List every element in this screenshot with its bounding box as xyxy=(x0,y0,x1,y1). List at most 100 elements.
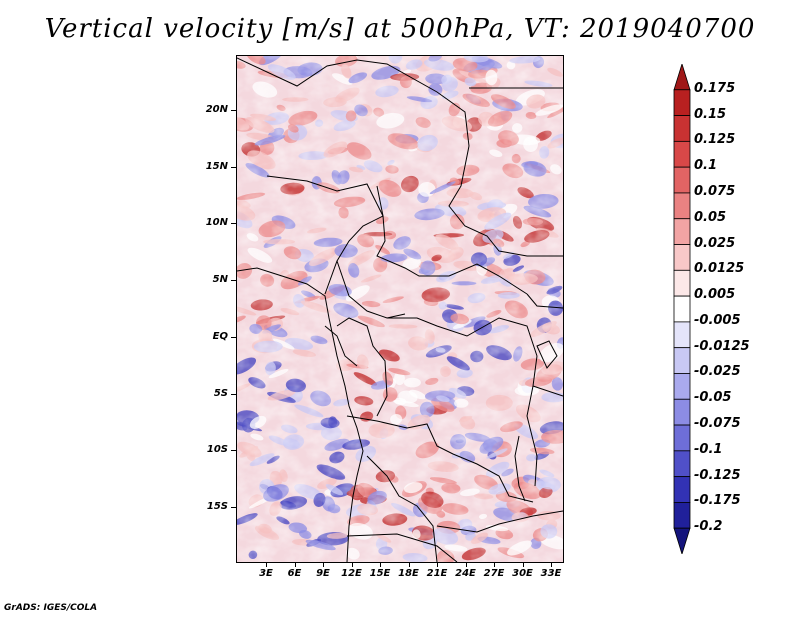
border-gabon xyxy=(324,325,358,367)
colorbar-label: -0.075 xyxy=(694,416,741,432)
velocity-field-map xyxy=(237,56,563,562)
colorbar-label: 0.125 xyxy=(694,132,736,148)
lon-label: 12E xyxy=(341,568,362,579)
lon-label: 18E xyxy=(398,568,419,579)
colorbar-cell xyxy=(673,502,691,529)
colorbar-cell xyxy=(673,450,691,478)
colorbar-cell xyxy=(673,321,691,349)
coastline-west xyxy=(237,267,364,562)
colorbar-cells xyxy=(673,64,691,554)
colorbar-label: 0.025 xyxy=(694,235,736,251)
colorbar-cell xyxy=(673,89,691,116)
colorbar-label: 0.15 xyxy=(694,106,727,122)
lon-tick xyxy=(323,563,324,567)
colorbar-label: -0.05 xyxy=(694,390,732,406)
colorbar-label: 0.005 xyxy=(694,287,736,303)
lat-tick xyxy=(231,223,236,225)
lon-tick xyxy=(294,563,296,567)
lon-tick xyxy=(266,563,267,567)
lon-label: 6E xyxy=(287,568,302,579)
colorbar-cell xyxy=(673,373,691,400)
lon-tick xyxy=(380,563,381,567)
lon-label: 21E xyxy=(426,568,448,579)
lat-label: 10N xyxy=(205,217,228,229)
lake-victoria xyxy=(536,340,558,369)
colorbar-label: 0.0125 xyxy=(694,261,745,277)
colorbar-cell xyxy=(673,398,691,426)
lat-label: 15S xyxy=(206,500,228,512)
lon-tick xyxy=(494,563,495,567)
lat-label: 15N xyxy=(205,160,228,172)
colorbar-label: 0.075 xyxy=(694,183,736,199)
lon-tick xyxy=(465,563,467,567)
colorbar-label: 0.1 xyxy=(694,158,718,174)
lon-label: 27E xyxy=(483,568,505,579)
lon-tick xyxy=(522,563,524,567)
colorbar-label: -0.025 xyxy=(694,364,741,380)
colorbar-cell xyxy=(673,244,691,271)
border-zambia xyxy=(436,510,563,533)
border-angola xyxy=(366,455,438,562)
border-drc-north xyxy=(387,317,538,357)
colorbar-label: -0.125 xyxy=(694,467,741,483)
colorbar-cell xyxy=(673,527,691,554)
country-borders xyxy=(237,57,563,562)
lon-label: 33E xyxy=(540,568,562,579)
colorbar-label: -0.175 xyxy=(694,493,741,509)
field-texture xyxy=(237,56,563,562)
lon-tick xyxy=(437,563,438,567)
border-chad xyxy=(376,185,528,295)
lat-label: EQ xyxy=(212,330,228,342)
lat-tick xyxy=(231,450,236,452)
colorbar xyxy=(673,64,691,554)
lon-label: 3E xyxy=(259,568,273,579)
colorbar-label: -0.0125 xyxy=(694,338,750,354)
colorbar-cell xyxy=(673,192,691,220)
colorbar-cell xyxy=(673,424,691,452)
colorbar-cell xyxy=(673,166,691,194)
colorbar-cell xyxy=(673,64,691,91)
lon-label: 9E xyxy=(316,568,330,579)
lon-tick xyxy=(551,563,552,567)
lon-label: 30E xyxy=(512,568,533,579)
lat-label: 5S xyxy=(213,387,228,399)
lat-tick xyxy=(231,336,236,338)
border-sudan xyxy=(448,145,563,257)
lat-tick xyxy=(231,110,236,111)
lake-tanganyika xyxy=(514,435,526,502)
colorbar-cell xyxy=(673,347,691,374)
lat-label: 5N xyxy=(212,274,228,286)
colorbar-cell xyxy=(673,476,691,503)
colorbar-cell xyxy=(673,218,691,245)
border-southwest xyxy=(346,533,458,562)
colorbar-cell xyxy=(673,140,691,168)
border-north-1 xyxy=(237,57,470,147)
border-congo xyxy=(336,317,388,417)
border-tanzania xyxy=(532,385,563,397)
lat-label: 10S xyxy=(206,444,228,456)
colorbar-label: -0.1 xyxy=(694,441,723,457)
border-nigeria xyxy=(266,175,384,295)
lat-label: 20N xyxy=(205,104,228,115)
border-cameroon xyxy=(336,260,406,319)
colorbar-cell xyxy=(673,295,691,323)
colorbar-label: -0.005 xyxy=(694,312,741,328)
colorbar-label: 0.05 xyxy=(694,209,727,225)
border-east xyxy=(526,293,563,309)
lon-tick xyxy=(408,563,410,567)
grads-credit: GrADS: IGES/COLA xyxy=(4,603,98,613)
lon-label: 24E xyxy=(455,568,476,579)
lat-tick xyxy=(231,166,236,168)
colorbar-cell xyxy=(673,269,691,297)
border-drc-east xyxy=(526,355,538,487)
lon-label: 15E xyxy=(369,568,391,579)
colorbar-label: -0.2 xyxy=(694,519,723,535)
lat-tick xyxy=(231,280,236,282)
colorbar-cell xyxy=(673,115,691,142)
colorbar-label: 0.175 xyxy=(694,80,736,96)
chart-title: Vertical velocity [m/s] at 500hPa, VT: 2… xyxy=(44,14,756,44)
lat-tick xyxy=(231,506,236,508)
lat-tick xyxy=(231,393,236,395)
border-drc-south xyxy=(346,415,534,503)
lon-tick xyxy=(351,563,353,567)
